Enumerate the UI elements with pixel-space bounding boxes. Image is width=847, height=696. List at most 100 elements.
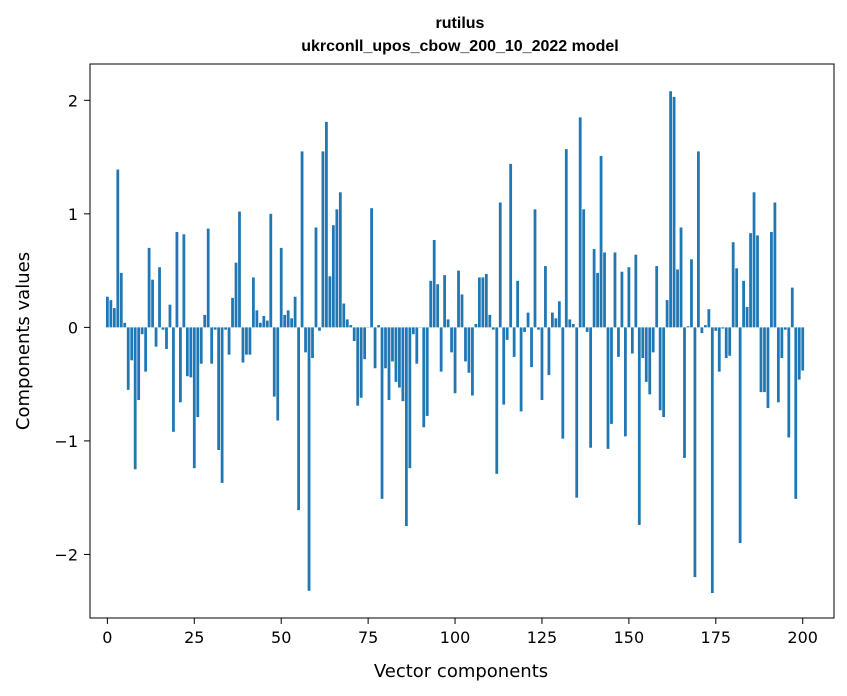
bar [422, 327, 426, 428]
bar [213, 327, 217, 330]
bar [432, 239, 436, 328]
chart-subtitle: ukrconll_upos_cbow_200_10_2022 model [301, 38, 618, 55]
y-tick-label: 2 [68, 91, 78, 110]
bar [373, 327, 377, 369]
bar [738, 327, 742, 544]
bar [651, 327, 655, 353]
plot-frame [89, 63, 835, 619]
bar [450, 327, 453, 353]
x-axis-label: Vector components [374, 661, 548, 682]
bar [787, 327, 791, 438]
bar [697, 151, 700, 328]
bar [745, 306, 749, 328]
bar [227, 327, 231, 355]
bar [544, 266, 547, 328]
bar [484, 274, 488, 328]
x-tick-label: 150 [614, 628, 645, 647]
y-axis-label: Components values [13, 252, 34, 430]
bar [766, 327, 770, 408]
bar [311, 327, 314, 359]
bar [551, 312, 554, 328]
bar [686, 326, 690, 328]
bar [363, 327, 367, 360]
bar [453, 327, 457, 394]
bar [735, 268, 739, 328]
bar [408, 327, 412, 469]
bar [425, 327, 429, 416]
bar [582, 209, 586, 328]
x-tick-label: 175 [701, 628, 732, 647]
bar [384, 327, 387, 369]
bar [617, 327, 620, 357]
bar [585, 327, 589, 332]
bar [547, 327, 551, 376]
x-tick-label: 125 [527, 628, 558, 647]
bar [488, 314, 492, 328]
bar [436, 284, 440, 328]
bar [620, 271, 624, 328]
bar [467, 327, 471, 373]
bar [276, 327, 280, 421]
bar [752, 192, 756, 328]
bar [457, 270, 460, 328]
bar [290, 318, 294, 328]
bar [220, 327, 224, 483]
bar [641, 327, 645, 359]
bar [599, 155, 603, 328]
bar [439, 327, 443, 372]
bar [728, 327, 732, 356]
bar [272, 327, 276, 397]
bar [182, 234, 186, 328]
bar [335, 209, 339, 328]
bar [192, 327, 196, 469]
bar [606, 327, 610, 449]
bar [325, 121, 328, 328]
bar [411, 327, 415, 335]
bar [248, 327, 252, 355]
bar [742, 280, 745, 328]
bar [505, 327, 509, 340]
x-tick-label: 0 [102, 628, 112, 647]
bar [624, 327, 627, 437]
bar [707, 309, 711, 328]
bar [265, 320, 269, 328]
bar [356, 327, 360, 406]
bar [199, 327, 203, 364]
bar [596, 272, 599, 328]
bar [700, 327, 704, 334]
bar [279, 247, 283, 328]
bar [196, 327, 200, 418]
bar [780, 327, 784, 359]
bar [217, 327, 221, 450]
bar [693, 327, 697, 578]
bar [328, 276, 332, 328]
bar [578, 117, 582, 328]
bar [554, 318, 558, 328]
bar [165, 327, 168, 349]
y-tick-label: −1 [54, 432, 78, 451]
bar [665, 300, 669, 328]
bar [776, 327, 780, 403]
bar [763, 327, 766, 393]
bar [575, 327, 579, 498]
bar [613, 252, 617, 328]
bar [749, 233, 752, 328]
bar [331, 225, 335, 328]
bar [168, 304, 172, 328]
bar [126, 327, 130, 390]
bar [717, 327, 721, 372]
bar [794, 327, 798, 499]
x-axis-ticks: 0 25 50 75 100 125 150 175 200 [102, 618, 818, 647]
bar [286, 310, 290, 328]
bar [377, 325, 380, 328]
bar [790, 287, 794, 328]
bar [154, 327, 158, 347]
bar [147, 247, 151, 328]
x-tick-label: 50 [271, 628, 291, 647]
bar [238, 211, 241, 328]
bar [610, 327, 613, 424]
bar [321, 151, 325, 328]
bar [672, 96, 676, 328]
bar [234, 262, 238, 328]
